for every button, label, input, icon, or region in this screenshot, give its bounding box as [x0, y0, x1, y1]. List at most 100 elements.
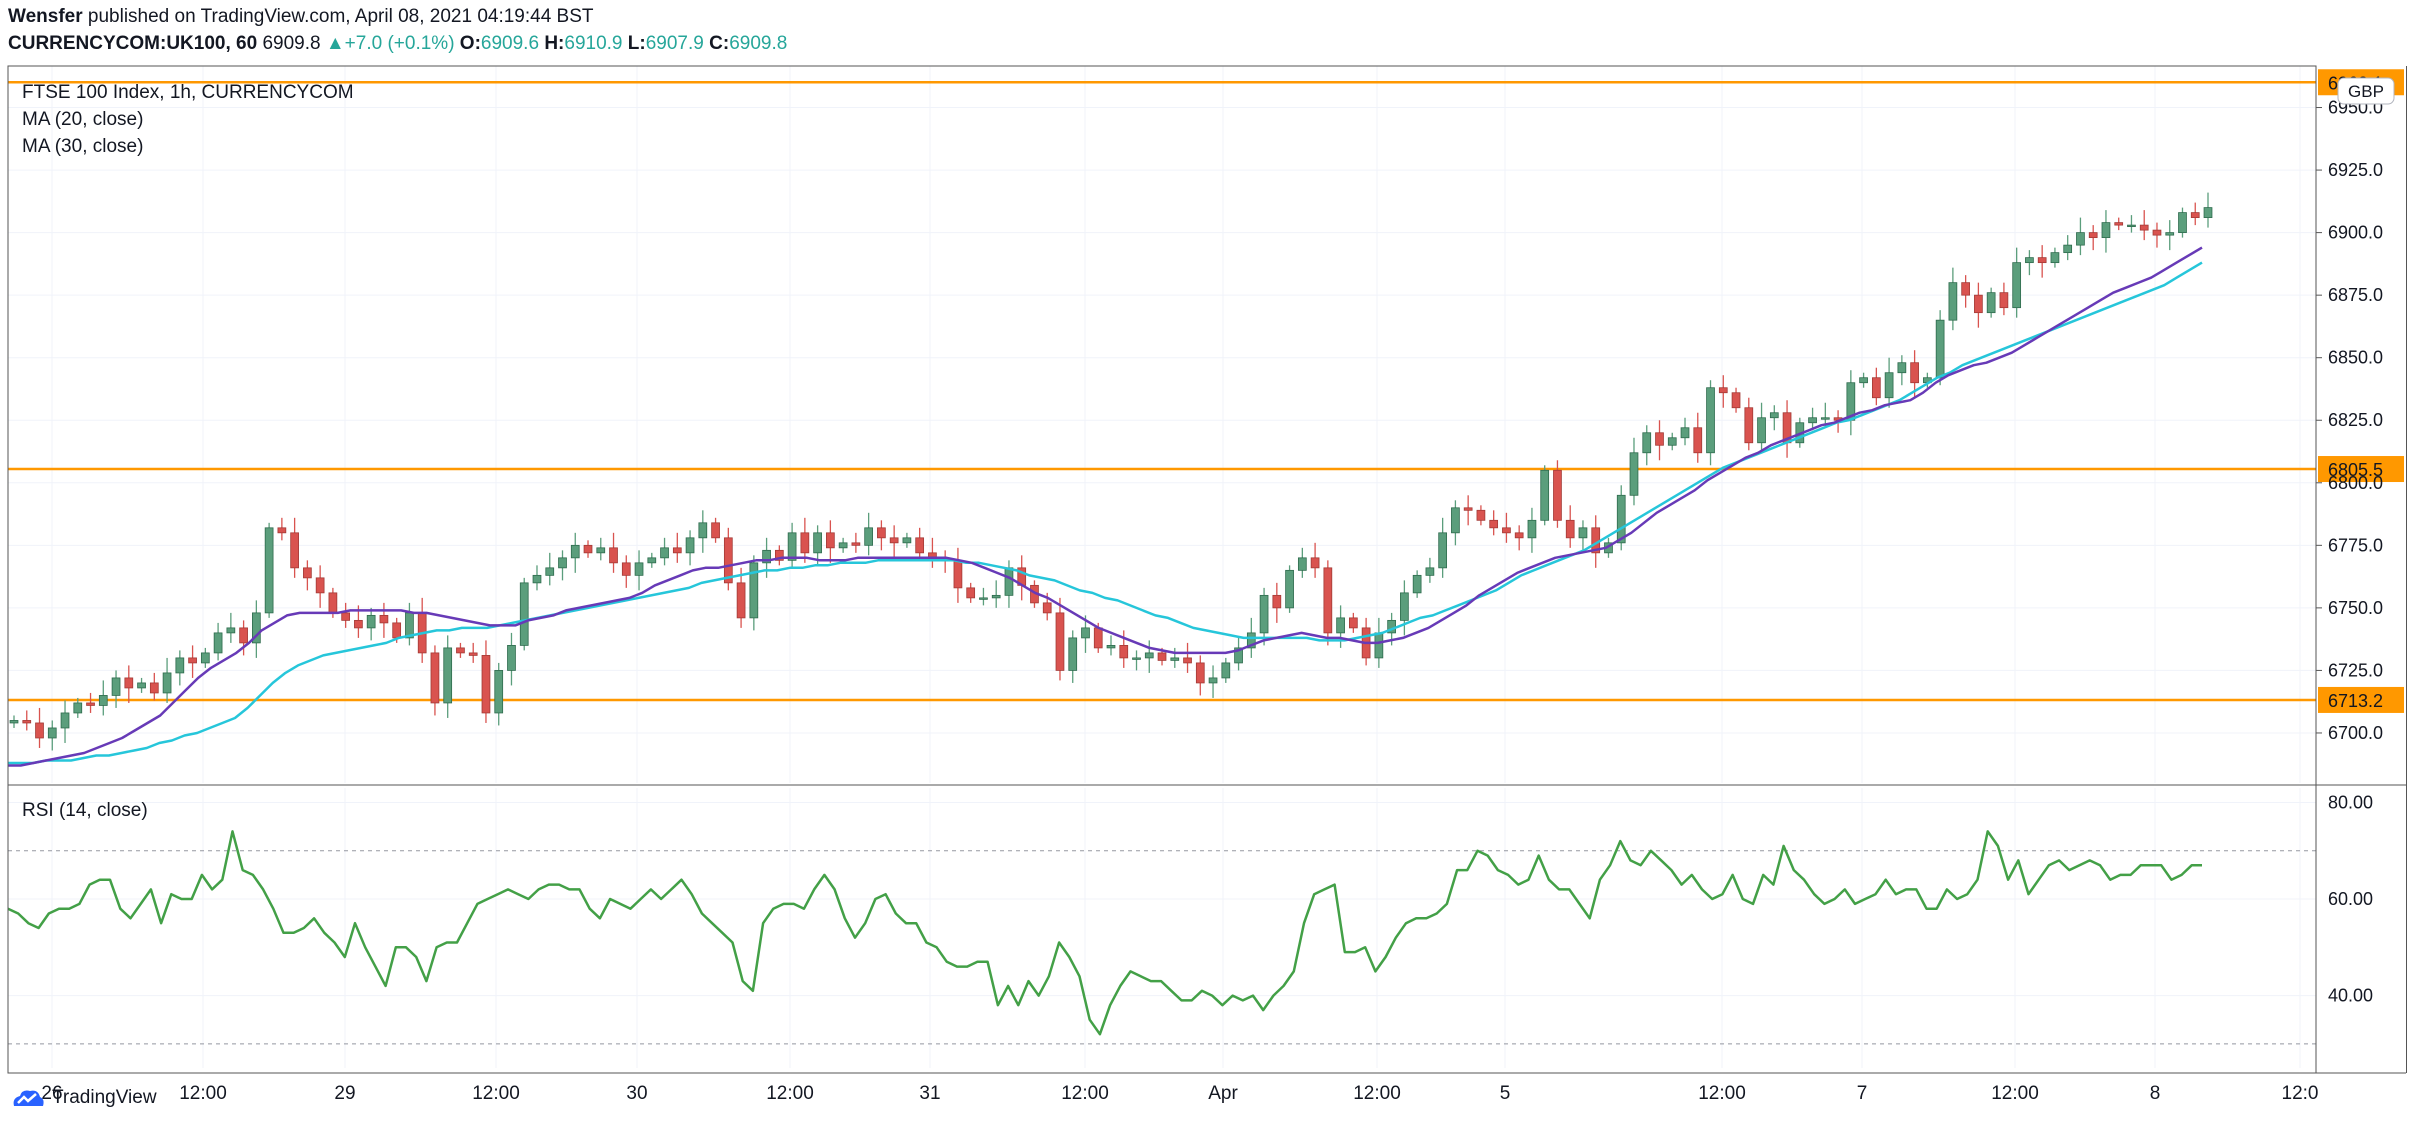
candle-down — [723, 537, 733, 584]
candle-down — [1272, 594, 1282, 609]
candle-down — [915, 537, 925, 554]
candle-down — [328, 592, 338, 614]
candle-down — [2152, 229, 2162, 236]
candle-up — [1897, 362, 1907, 374]
candle-up — [1144, 652, 1154, 659]
candle-up — [73, 702, 83, 714]
candle-up — [1935, 319, 1945, 379]
high-value: 6910.9 — [564, 33, 623, 54]
ma30-line — [8, 261, 2203, 765]
price-tick-label: 6900.0 — [2328, 223, 2383, 243]
candle-up — [2063, 244, 2073, 254]
candle-up — [1578, 527, 1588, 539]
candle-up — [532, 574, 542, 584]
candle-up — [2178, 212, 2187, 234]
candle-up — [2012, 262, 2022, 309]
candle-down — [2190, 212, 2200, 219]
candle-up — [1527, 519, 1537, 539]
candle-down — [1055, 612, 1065, 671]
candle-up — [162, 672, 172, 694]
axes: 6950.06925.06900.06875.06850.06825.06800… — [7, 65, 2407, 1104]
ma20-line — [8, 246, 2203, 767]
candle-down — [1157, 652, 1167, 661]
candle-up — [1068, 637, 1078, 671]
ma20-legend[interactable]: MA (20, close) — [22, 109, 144, 130]
candle-up — [1170, 657, 1180, 661]
time-tick-label: 29 — [334, 1083, 355, 1104]
author-name[interactable]: Wensfer — [8, 6, 83, 27]
candle-up — [200, 652, 210, 664]
high-label: H: — [544, 33, 565, 54]
candle-up — [2076, 232, 2085, 246]
rsi-tick-label: 80.00 — [2328, 792, 2373, 812]
candle-down — [277, 527, 287, 534]
tradingview-footer[interactable]: TradingView — [10, 1086, 157, 1110]
time-tick-label: 12:0 — [2282, 1083, 2319, 1104]
candle-down — [1476, 509, 1486, 521]
candle-up — [2165, 232, 2175, 236]
rsi-pane — [8, 850, 2316, 1045]
candle-up — [1629, 452, 1639, 496]
symbol-line: CURRENCYCOM:UK100, 60 6909.8 ▲+7.0 (+0.1… — [8, 33, 787, 55]
currency-box — [2337, 77, 2395, 105]
candle-down — [2114, 222, 2124, 226]
candle-up — [1757, 417, 1766, 444]
time-tick-label: 7 — [1857, 1083, 1868, 1104]
price-tick-label: 6750.0 — [2328, 598, 2383, 618]
candle-up — [1540, 469, 1550, 521]
candle-up — [2025, 257, 2034, 264]
candle-up — [1208, 677, 1218, 684]
time-tick-label: 12:00 — [1061, 1083, 1109, 1104]
candle-down — [2037, 257, 2047, 264]
candle-up — [762, 549, 771, 564]
time-tick-label: 12:00 — [766, 1083, 814, 1104]
published-text: published on TradingView.com, April 08, … — [87, 6, 594, 27]
candle-down — [826, 532, 835, 549]
candle-up — [991, 594, 1001, 599]
rsi-legend[interactable]: RSI (14, close) — [22, 800, 148, 821]
candle-down — [889, 537, 899, 544]
candle-up — [1884, 372, 1894, 399]
candle-down — [149, 682, 159, 694]
price-tick-label: 6875.0 — [2328, 285, 2383, 305]
candle-up — [1132, 657, 1141, 660]
price-tick-label: 6825.0 — [2328, 410, 2383, 430]
candle-down — [1565, 519, 1575, 539]
candle-up — [507, 645, 516, 671]
currency-label: GBP — [2348, 82, 2384, 101]
candle-down — [2139, 224, 2149, 231]
up-arrow-icon: ▲ — [325, 33, 345, 54]
candle-up — [838, 542, 848, 549]
candle-up — [1616, 494, 1626, 544]
candle-up — [47, 727, 57, 739]
candle-down — [609, 547, 618, 564]
time-tick-label: 31 — [919, 1083, 940, 1104]
candle-up — [864, 527, 873, 546]
candle-down — [1961, 282, 1970, 296]
candle-down — [468, 652, 478, 656]
candle-up — [1667, 437, 1677, 446]
ma30-legend[interactable]: MA (30, close) — [22, 136, 144, 157]
candles — [9, 192, 2213, 751]
time-tick-label: 30 — [626, 1083, 647, 1104]
candle-up — [1246, 632, 1256, 649]
candle-up — [698, 522, 708, 539]
right-border — [2406, 66, 2407, 1073]
tradingview-logo-icon — [13, 1090, 44, 1106]
candle-down — [1042, 602, 1052, 614]
time-tick-label: 8 — [2150, 1083, 2161, 1104]
symbol-name: CURRENCYCOM:UK100, 60 — [8, 33, 258, 54]
candle-up — [2050, 252, 2060, 264]
time-tick-label: Apr — [1208, 1083, 1238, 1104]
level-price-tag — [2318, 456, 2404, 483]
candle-up — [685, 537, 695, 554]
candle-up — [1808, 417, 1817, 424]
candle-down — [877, 527, 886, 539]
candle-up — [647, 557, 657, 564]
candle-up — [570, 544, 580, 559]
price-tick-label: 6700.0 — [2328, 723, 2383, 743]
candle-down — [1553, 469, 1562, 521]
candle-up — [494, 670, 504, 714]
candle-down — [430, 652, 440, 704]
